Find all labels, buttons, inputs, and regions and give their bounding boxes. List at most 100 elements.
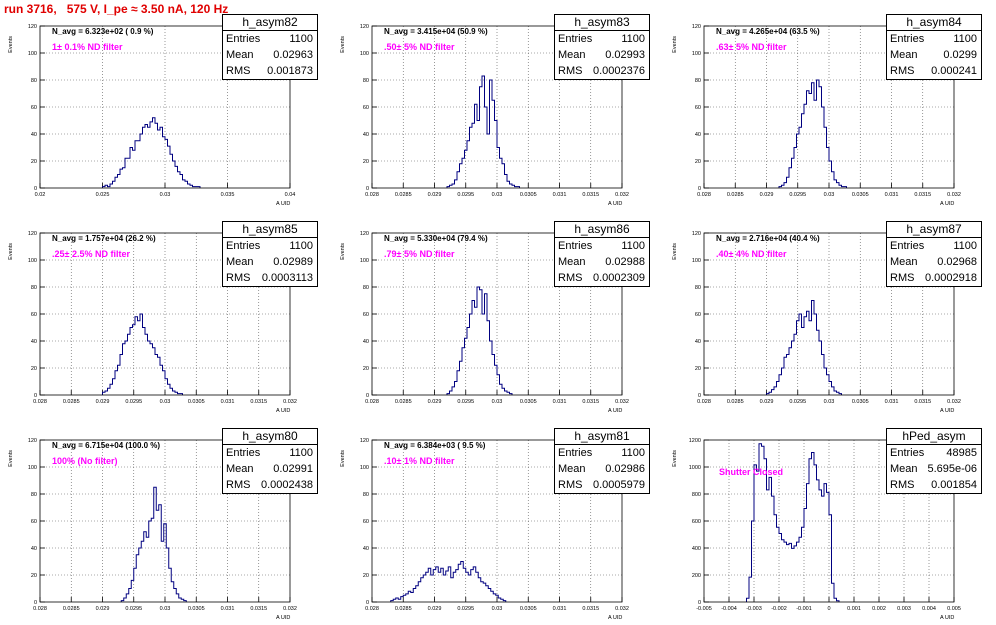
y-tick-label: 0 bbox=[366, 393, 369, 399]
stats-label-entries: Entries bbox=[226, 240, 261, 252]
y-tick-label: 100 bbox=[28, 465, 37, 471]
plot-frame bbox=[39, 439, 291, 603]
stats-value-mean: 0.02968 bbox=[937, 256, 977, 268]
stats-box: h_asym87 Entries 1100 Mean 0.02968 RMS 0.00029… bbox=[886, 221, 982, 287]
stats-box-title: h_asym86 bbox=[555, 222, 649, 238]
stats-value-rms: 0.001854 bbox=[931, 479, 977, 491]
x-tick-label: 0.002 bbox=[872, 606, 886, 612]
x-tick-label: 0.031 bbox=[553, 399, 567, 405]
y-tick-label: 60 bbox=[695, 105, 701, 111]
histogram-pad-h_asym80: 0.028 0.0285 0.029 0.0295 0.03 0.0305 0.031 0.0… bbox=[0, 418, 332, 625]
x-tick-label: 0.028 bbox=[365, 192, 379, 198]
stats-value-entries: 1100 bbox=[289, 33, 313, 45]
y-tick-label: 0 bbox=[698, 600, 701, 606]
x-tick-label: 0.0305 bbox=[188, 606, 205, 612]
y-axis-label: Events bbox=[340, 450, 346, 467]
y-tick-label: 60 bbox=[31, 105, 37, 111]
histogram-pad-h_asym87: 0.028 0.0285 0.029 0.0295 0.03 0.0305 0.031 0.0… bbox=[664, 211, 996, 418]
x-tick-label: 0.0315 bbox=[582, 399, 599, 405]
stats-label-entries: Entries bbox=[558, 240, 593, 252]
y-axis-label: Events bbox=[8, 36, 14, 53]
stats-box: h_asym85 Entries 1100 Mean 0.02989 RMS 0.00031… bbox=[222, 221, 318, 287]
x-tick-label: 0.028 bbox=[365, 606, 379, 612]
x-tick-label: 0.003 bbox=[897, 606, 911, 612]
y-tick-label: 40 bbox=[31, 339, 37, 345]
y-tick-label: 60 bbox=[363, 312, 369, 318]
stats-box-title: hPed_asym bbox=[887, 429, 981, 445]
stats-box: h_asym84 Entries 1100 Mean 0.0299 RMS 0.000241 bbox=[886, 14, 982, 80]
filter-text: .79± 5% ND filter bbox=[384, 249, 455, 259]
x-tick-label: 0.032 bbox=[947, 399, 961, 405]
histogram-plot: 0.028 0.0285 0.029 0.0295 0.03 0.0305 0.031 0.0… bbox=[8, 231, 297, 414]
x-tick-label: 0.0295 bbox=[457, 606, 474, 612]
y-tick-label: 800 bbox=[692, 492, 701, 498]
stats-row-entries: Entries 1100 bbox=[555, 445, 649, 461]
stats-value-rms: 0.0002309 bbox=[593, 272, 645, 284]
y-tick-label: 120 bbox=[360, 438, 369, 444]
x-tick-label: 0.031 bbox=[221, 399, 235, 405]
stats-value-rms: 0.0002438 bbox=[261, 479, 313, 491]
plot-frame bbox=[371, 232, 623, 396]
x-tick-label: 0.0315 bbox=[250, 399, 267, 405]
stats-box-title: h_asym84 bbox=[887, 15, 981, 31]
x-tick-label: 0.029 bbox=[96, 606, 110, 612]
stats-value-mean: 0.0299 bbox=[943, 49, 977, 61]
x-tick-label: 0.032 bbox=[283, 606, 297, 612]
x-tick-label: -0.003 bbox=[746, 606, 762, 612]
histogram-line bbox=[778, 79, 847, 188]
stats-value-rms: 0.0003113 bbox=[261, 272, 313, 284]
stats-label-entries: Entries bbox=[226, 447, 261, 459]
stats-label-mean: Mean bbox=[226, 256, 254, 268]
x-tick-label: 0.03 bbox=[160, 192, 171, 198]
stats-value-mean: 0.02963 bbox=[273, 49, 313, 61]
x-tick-label: 0.0285 bbox=[63, 399, 80, 405]
n-avg-text: N_avg = 6.715e+04 (100.0 %) bbox=[52, 441, 161, 450]
stats-box-title: h_asym80 bbox=[223, 429, 317, 445]
y-axis-label: Events bbox=[340, 36, 346, 53]
histogram-pad-h_asym81: 0.028 0.0285 0.029 0.0295 0.03 0.0305 0.031 0.0… bbox=[332, 418, 664, 625]
x-tick-label: 0.02 bbox=[35, 192, 46, 198]
x-tick-label: 0.03 bbox=[160, 399, 171, 405]
x-tick-label: 0.032 bbox=[947, 192, 961, 198]
plot-frame bbox=[371, 25, 623, 189]
stats-value-rms: 0.0002918 bbox=[925, 272, 977, 284]
stats-value-mean: 0.02989 bbox=[273, 256, 313, 268]
stats-row-entries: Entries 1100 bbox=[223, 31, 317, 47]
y-tick-label: 80 bbox=[363, 78, 369, 84]
y-tick-label: 40 bbox=[363, 132, 369, 138]
x-tick-label: 0.0305 bbox=[520, 606, 537, 612]
stats-value-mean: 0.02993 bbox=[605, 49, 645, 61]
stats-row-mean: Mean 0.02986 bbox=[555, 461, 649, 477]
stats-box: h_asym86 Entries 1100 Mean 0.02988 RMS 0.00023… bbox=[554, 221, 650, 287]
x-tick-label: 0.0315 bbox=[250, 606, 267, 612]
x-tick-label: 0.0285 bbox=[727, 399, 744, 405]
stats-box: h_asym83 Entries 1100 Mean 0.02993 RMS 0.00023… bbox=[554, 14, 650, 80]
x-axis-label: A UID bbox=[608, 408, 622, 414]
stats-box: h_asym81 Entries 1100 Mean 0.02986 RMS 0.00059… bbox=[554, 428, 650, 494]
stats-value-entries: 1100 bbox=[621, 33, 645, 45]
n-avg-text: N_avg = 3.415e+04 (50.9 %) bbox=[384, 27, 488, 36]
stats-row-mean: Mean 0.02989 bbox=[223, 254, 317, 270]
stats-row-mean: Mean 0.02991 bbox=[223, 461, 317, 477]
x-tick-label: 0.0305 bbox=[852, 192, 869, 198]
x-axis-label: A UID bbox=[940, 615, 954, 621]
y-tick-label: 40 bbox=[31, 546, 37, 552]
y-tick-label: 80 bbox=[31, 492, 37, 498]
y-axis-label: Events bbox=[340, 243, 346, 260]
stats-value-entries: 1100 bbox=[953, 33, 977, 45]
stats-label-mean: Mean bbox=[558, 463, 586, 475]
x-tick-label: 0.031 bbox=[221, 606, 235, 612]
filter-text: .63± 5% ND filter bbox=[716, 42, 787, 52]
y-tick-label: 60 bbox=[31, 519, 37, 525]
y-tick-label: 20 bbox=[363, 159, 369, 165]
stats-value-entries: 1100 bbox=[953, 240, 977, 252]
x-tick-label: 0.0295 bbox=[789, 192, 806, 198]
y-tick-label: 80 bbox=[363, 285, 369, 291]
y-tick-label: 80 bbox=[363, 492, 369, 498]
stats-label-rms: RMS bbox=[558, 272, 583, 284]
x-tick-label: 0.0285 bbox=[395, 192, 412, 198]
x-tick-label: 0.03 bbox=[824, 192, 835, 198]
x-tick-label: 0.032 bbox=[615, 606, 629, 612]
filter-text: 100% (No filter) bbox=[52, 456, 118, 466]
x-axis-label: A UID bbox=[940, 201, 954, 207]
